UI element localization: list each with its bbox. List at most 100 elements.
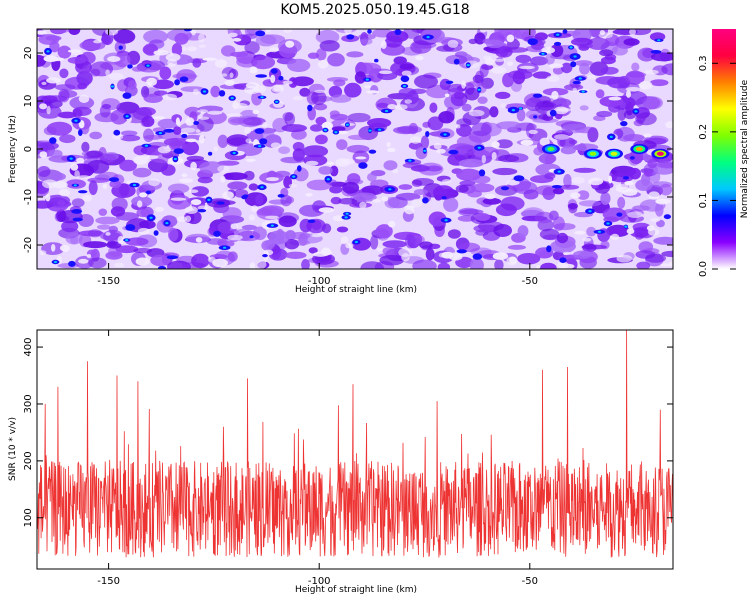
heatmap-blob bbox=[131, 66, 144, 72]
heatmap-blob bbox=[43, 95, 68, 102]
heatmap-blob bbox=[268, 230, 290, 245]
heatmap-spot-core bbox=[606, 222, 610, 225]
heatmap-spot bbox=[532, 93, 543, 98]
heatmap-blob bbox=[650, 52, 673, 62]
heatmap-spot-core bbox=[378, 128, 382, 131]
heatmap-blob bbox=[186, 155, 204, 162]
heatmap-gap bbox=[492, 252, 509, 260]
heatmap-spot-core bbox=[144, 144, 148, 147]
heatmap-blob bbox=[197, 176, 213, 184]
heatmap-blob bbox=[170, 140, 187, 151]
heatmap-gap bbox=[313, 251, 328, 257]
heatmap-spot-core bbox=[519, 107, 523, 110]
heatmap-blob bbox=[120, 134, 141, 142]
heatmap-gap bbox=[386, 141, 391, 148]
heatmap-blob bbox=[479, 63, 489, 78]
heatmap-spot bbox=[478, 169, 486, 177]
heatmap-spot-core bbox=[609, 135, 613, 138]
heatmap-spot bbox=[307, 219, 316, 223]
heatmap-blob bbox=[346, 144, 370, 154]
heatmap-gap bbox=[561, 263, 575, 269]
heatmap-spot bbox=[620, 121, 628, 127]
heatmap-gap bbox=[270, 142, 281, 149]
heatmap-blob bbox=[288, 77, 298, 88]
heatmap-gap bbox=[648, 191, 660, 200]
heatmap-blob bbox=[586, 226, 597, 237]
heatmap-blob bbox=[495, 139, 513, 149]
heatmap-blob bbox=[89, 131, 103, 140]
heatmap-spot-core bbox=[578, 77, 582, 80]
heatmap-gap bbox=[185, 215, 192, 223]
heatmap-spot bbox=[629, 156, 635, 160]
heatmap-blob bbox=[561, 123, 587, 134]
heatmap-blob bbox=[564, 84, 584, 91]
heatmap-gap bbox=[176, 216, 187, 223]
heatmap-blob bbox=[230, 117, 253, 124]
heatmap-gap bbox=[415, 55, 424, 61]
heatmap-blob bbox=[284, 251, 307, 259]
heatmap-gap bbox=[572, 87, 577, 93]
heatmap-spot bbox=[297, 165, 302, 172]
heatmap-blob bbox=[561, 62, 573, 74]
heatmap-gap bbox=[244, 126, 252, 135]
heatmap-ytick-label: -20 bbox=[23, 237, 34, 253]
heatmap-blob bbox=[559, 184, 580, 190]
heatmap-gap bbox=[610, 233, 620, 241]
heatmap-blob bbox=[582, 243, 597, 253]
heatmap-gap bbox=[93, 39, 102, 44]
heatmap-blob bbox=[316, 48, 327, 61]
heatmap-gap bbox=[249, 66, 258, 74]
heatmap-blob bbox=[281, 124, 307, 133]
heatmap-gap bbox=[105, 69, 110, 77]
heatmap-blob bbox=[237, 230, 261, 242]
heatmap-gap bbox=[506, 256, 518, 266]
heatmap-blob bbox=[455, 184, 469, 193]
heatmap-gap bbox=[359, 201, 367, 209]
heatmap-spot bbox=[113, 129, 121, 136]
heatmap-blob bbox=[302, 145, 329, 158]
heatmap-gap bbox=[626, 228, 635, 235]
heatmap-gap bbox=[520, 139, 534, 146]
heatmap-feature-core bbox=[610, 151, 618, 156]
heatmap-blob bbox=[397, 125, 422, 134]
heatmap-blob bbox=[292, 141, 305, 152]
heatmap-gap bbox=[660, 263, 672, 267]
heatmap-gap bbox=[46, 105, 51, 115]
heatmap-blob bbox=[299, 87, 311, 97]
heatmap-blob bbox=[81, 141, 90, 153]
heatmap-blob bbox=[57, 45, 72, 59]
heatmap-blob bbox=[530, 56, 549, 66]
heatmap-gap bbox=[187, 46, 198, 52]
heatmap-blob bbox=[495, 46, 513, 58]
heatmap-gap bbox=[137, 200, 143, 208]
heatmap-gap bbox=[491, 152, 497, 160]
heatmap-spot bbox=[183, 29, 192, 32]
heatmap-spot bbox=[307, 104, 313, 112]
heatmap-blob bbox=[572, 250, 593, 259]
heatmap-blob bbox=[635, 112, 657, 126]
heatmap-gap bbox=[195, 237, 203, 243]
heatmap-blob bbox=[500, 196, 525, 211]
heatmap-blob bbox=[136, 208, 151, 218]
heatmap-blob bbox=[226, 134, 250, 146]
heatmap-gap bbox=[202, 57, 218, 61]
heatmap-gap bbox=[39, 103, 48, 110]
heatmap-ytick-label: 20 bbox=[23, 47, 34, 60]
heatmap-gap bbox=[245, 158, 256, 162]
heatmap-gap bbox=[139, 192, 148, 198]
heatmap-ytick-label: 10 bbox=[23, 95, 34, 108]
heatmap-blob bbox=[248, 183, 259, 191]
heatmap-spot-core bbox=[326, 178, 330, 181]
heatmap-spot-core bbox=[334, 131, 338, 134]
heatmap-gap bbox=[105, 232, 111, 236]
heatmap-spot-core bbox=[368, 129, 372, 132]
heatmap-blob bbox=[437, 262, 451, 269]
heatmap-gap bbox=[314, 89, 326, 93]
heatmap-blob bbox=[360, 38, 373, 45]
heatmap-blob bbox=[596, 110, 613, 118]
heatmap-blob bbox=[413, 189, 428, 195]
heatmap-blob bbox=[217, 238, 228, 247]
heatmap-spot bbox=[173, 148, 184, 155]
heatmap-blob bbox=[661, 250, 673, 258]
heatmap-blob bbox=[472, 74, 484, 83]
